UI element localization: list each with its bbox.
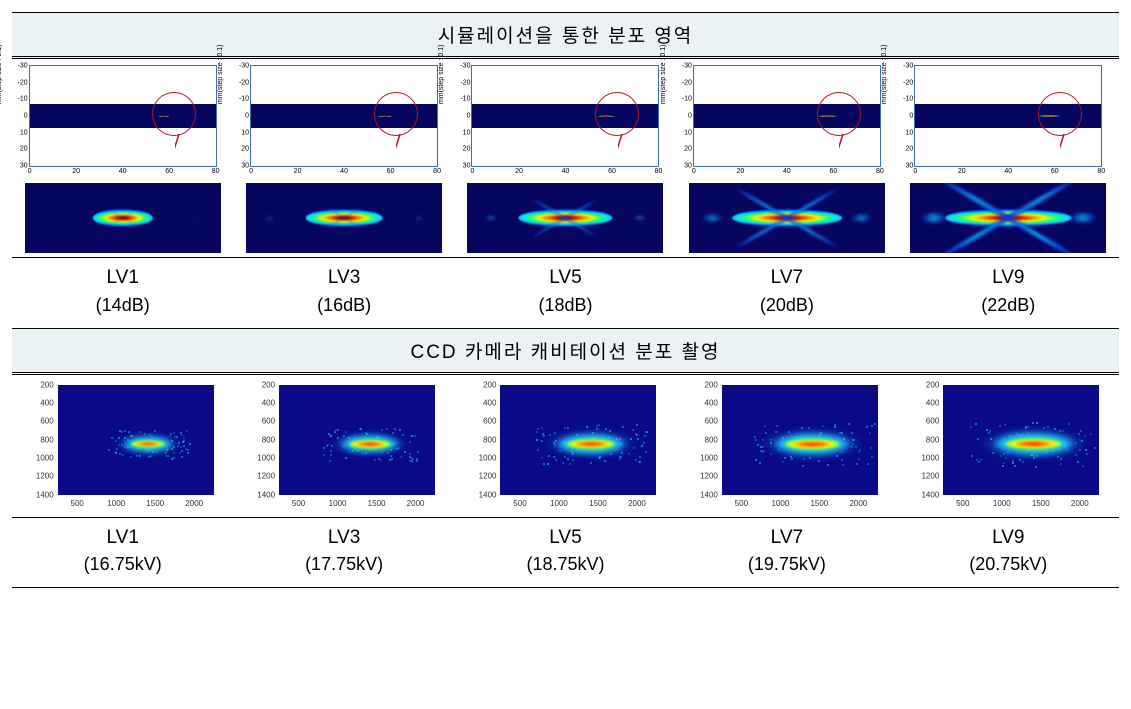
level-sub: (19.75kV): [676, 551, 897, 577]
level-sub: (18dB): [455, 292, 676, 318]
level-label: LV9: [898, 524, 1119, 552]
ccd-label-lv5: LV5(18.75kV): [455, 517, 676, 588]
sim-label-lv3: LV3(16dB): [233, 258, 454, 329]
sim-panel-lv7: -30-20-100102030mm(step size : 0.1)02040…: [676, 58, 897, 258]
level-sub: (18.75kV): [455, 551, 676, 577]
ccd-label-lv1: LV1(16.75kV): [12, 517, 233, 588]
level-sub: (17.75kV): [233, 551, 454, 577]
level-label: LV1: [12, 264, 233, 292]
sim-label-lv1: LV1(14dB): [12, 258, 233, 329]
sim-panel-lv9: -30-20-100102030mm(step size : 0.1)02040…: [898, 58, 1119, 258]
ccd-panel-lv3: 200400600800100012001400500100015002000: [233, 373, 454, 517]
level-sub: (20dB): [676, 292, 897, 318]
level-sub: (16dB): [233, 292, 454, 318]
level-sub: (14dB): [12, 292, 233, 318]
sim-panel-lv3: -30-20-100102030mm(step size : 0.1)02040…: [233, 58, 454, 258]
level-label: LV5: [455, 264, 676, 292]
ccd-panel-lv7: 200400600800100012001400500100015002000: [676, 373, 897, 517]
level-label: LV5: [455, 524, 676, 552]
sim-label-lv9: LV9(22dB): [898, 258, 1119, 329]
section1-label-row: LV1(14dB)LV3(16dB)LV5(18dB)LV7(20dB)LV9(…: [12, 258, 1119, 329]
sim-panel-lv1: -30-20-100102030mm(step size : 0.1)02040…: [12, 58, 233, 258]
section1-image-row: -30-20-100102030mm(step size : 0.1)02040…: [12, 58, 1119, 258]
section2-image-row: 2004006008001000120014005001000150020002…: [12, 373, 1119, 517]
ccd-panel-lv1: 200400600800100012001400500100015002000: [12, 373, 233, 517]
section2-title: CCD 카메라 캐비테이션 분포 촬영: [12, 328, 1119, 373]
level-label: LV7: [676, 524, 897, 552]
ccd-panel-lv5: 200400600800100012001400500100015002000: [455, 373, 676, 517]
sim-panel-lv5: -30-20-100102030mm(step size : 0.1)02040…: [455, 58, 676, 258]
level-label: LV3: [233, 524, 454, 552]
sim-label-lv7: LV7(20dB): [676, 258, 897, 329]
level-sub: (22dB): [898, 292, 1119, 318]
level-label: LV9: [898, 264, 1119, 292]
section2-header-row: CCD 카메라 캐비테이션 분포 촬영: [12, 328, 1119, 373]
sim-label-lv5: LV5(18dB): [455, 258, 676, 329]
level-label: LV1: [12, 524, 233, 552]
ccd-label-lv3: LV3(17.75kV): [233, 517, 454, 588]
level-label: LV3: [233, 264, 454, 292]
ccd-label-lv9: LV9(20.75kV): [898, 517, 1119, 588]
ccd-panel-lv9: 200400600800100012001400500100015002000: [898, 373, 1119, 517]
section1-header-row: 시뮬레이션을 통한 분포 영역: [12, 13, 1119, 58]
level-label: LV7: [676, 264, 897, 292]
section2-label-row: LV1(16.75kV)LV3(17.75kV)LV5(18.75kV)LV7(…: [12, 517, 1119, 588]
section1-title: 시뮬레이션을 통한 분포 영역: [12, 13, 1119, 58]
level-sub: (20.75kV): [898, 551, 1119, 577]
figure-table: 시뮬레이션을 통한 분포 영역 -30-20-100102030mm(step …: [12, 12, 1119, 588]
ccd-label-lv7: LV7(19.75kV): [676, 517, 897, 588]
level-sub: (16.75kV): [12, 551, 233, 577]
